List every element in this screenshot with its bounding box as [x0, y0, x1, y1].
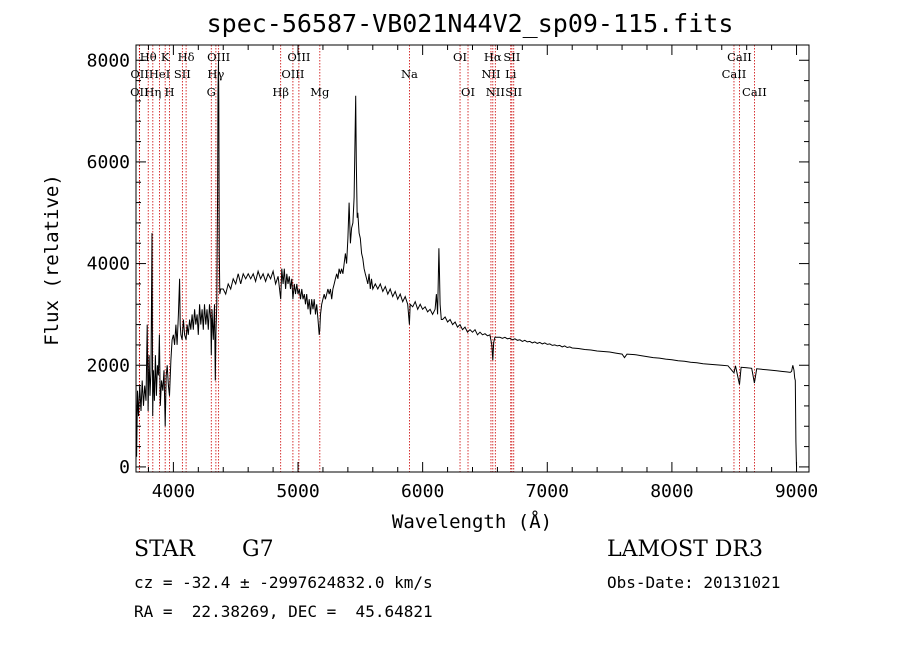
- observation-date: Obs-Date: 20131021: [607, 573, 781, 592]
- line-label: K: [161, 50, 170, 64]
- emission-line-labels: OII OII Hθ Hη HeI K H SII Hδ G Hγ OIII Hβ OIII OIII Mg N…: [130, 50, 767, 99]
- line-label: OI: [461, 85, 475, 99]
- line-label: OIII: [281, 67, 304, 81]
- redshift-velocity: cz = -32.4 ± -2997624832.0 km/s: [134, 573, 433, 592]
- line-label: Hη: [144, 85, 161, 99]
- line-label: SII: [505, 85, 522, 99]
- chart-title: spec-56587-VB021N44V2_sp09-115.fits: [207, 9, 734, 38]
- y-axis-label: Flux (relative): [41, 174, 63, 346]
- line-label: CaII: [722, 67, 747, 81]
- line-label: H: [165, 85, 175, 99]
- line-label: Hγ: [207, 67, 224, 81]
- line-label: SII: [503, 50, 520, 64]
- line-label: Hα: [484, 50, 502, 64]
- line-label: OII: [130, 67, 149, 81]
- line-label: NII: [486, 85, 505, 99]
- y-tick-label: 0: [119, 457, 130, 478]
- line-label: CaII: [742, 85, 767, 99]
- x-axis-label: Wavelength (Å): [392, 510, 552, 533]
- line-label: Mg: [310, 85, 330, 99]
- flux-series-line: [135, 60, 797, 467]
- emission-line-markers: [138, 45, 755, 472]
- object-subclass: G7: [242, 537, 274, 562]
- y-tick-label: 8000: [87, 50, 130, 71]
- line-label: CaII: [727, 50, 752, 64]
- line-label: Hβ: [272, 85, 289, 99]
- x-axis-ticks: 4000 5000 6000 7000 8000 9000: [147, 45, 818, 502]
- x-tick-label: 5000: [276, 481, 319, 502]
- object-class: STAR: [134, 537, 195, 562]
- x-tick-label: 8000: [650, 481, 693, 502]
- survey-name: LAMOST DR3: [607, 537, 763, 562]
- line-label: OI: [453, 50, 467, 64]
- line-label: Li: [505, 67, 517, 81]
- line-label: OII: [130, 85, 149, 99]
- y-tick-label: 4000: [87, 254, 130, 275]
- line-label: HeI: [149, 67, 170, 81]
- coordinates: RA = 22.38269, DEC = 45.64821: [134, 602, 433, 621]
- line-label: G: [207, 85, 216, 99]
- plot-frame: [135, 44, 810, 473]
- x-tick-label: 6000: [401, 481, 444, 502]
- line-label: Hθ: [140, 50, 157, 64]
- line-label: Na: [401, 67, 418, 81]
- line-label: NII: [481, 67, 500, 81]
- x-tick-label: 4000: [152, 481, 195, 502]
- y-tick-label: 6000: [87, 152, 130, 173]
- spectrum-chart: spec-56587-VB021N44V2_sp09-115.fits OIIO…: [41, 9, 818, 533]
- line-label: OIII: [287, 50, 310, 64]
- x-tick-label: 7000: [526, 481, 569, 502]
- y-tick-label: 2000: [87, 355, 130, 376]
- x-tick-label: 9000: [775, 481, 818, 502]
- line-label: OIII: [207, 50, 230, 64]
- y-axis-ticks: 0 2000 4000 6000 8000: [87, 50, 809, 478]
- line-label: SII: [174, 67, 191, 81]
- line-label: Hδ: [178, 50, 195, 64]
